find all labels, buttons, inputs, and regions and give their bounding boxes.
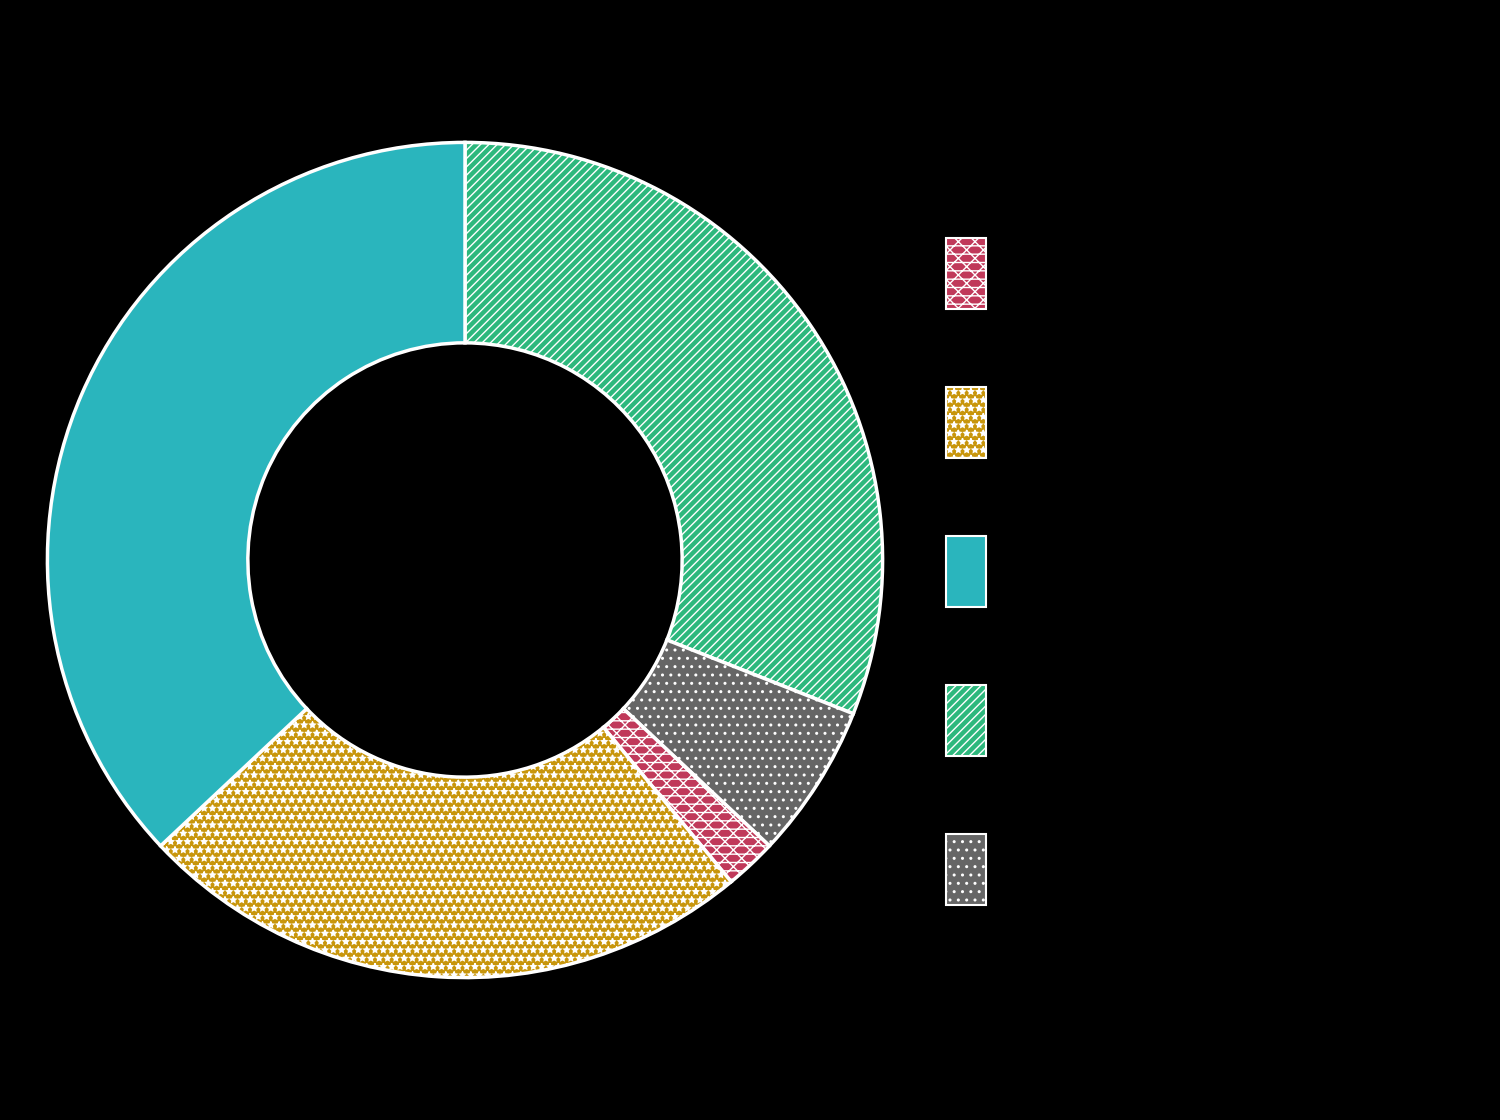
FancyBboxPatch shape [945, 535, 986, 607]
Wedge shape [624, 640, 854, 846]
Wedge shape [48, 142, 465, 846]
FancyBboxPatch shape [945, 386, 986, 458]
Wedge shape [603, 709, 770, 881]
Wedge shape [465, 142, 882, 713]
FancyBboxPatch shape [945, 684, 986, 756]
FancyBboxPatch shape [945, 833, 986, 905]
Wedge shape [160, 709, 730, 978]
FancyBboxPatch shape [945, 237, 986, 309]
